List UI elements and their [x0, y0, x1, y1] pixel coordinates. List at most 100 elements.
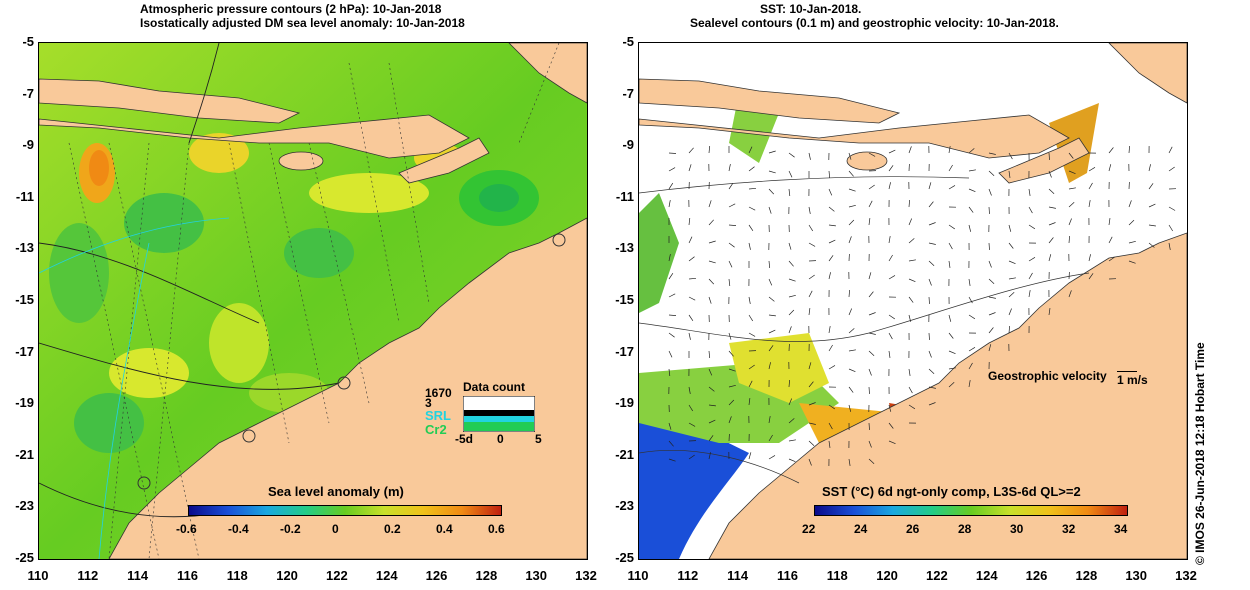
velocity-arrow	[888, 314, 895, 320]
velocity-arrow	[988, 312, 996, 316]
velocity-arrow	[768, 314, 776, 317]
velocity-arrow	[968, 224, 972, 232]
velocity-arrow	[788, 170, 793, 178]
velocity-arrow	[668, 440, 674, 447]
velocity-arrow	[748, 166, 755, 172]
velocity-arrow	[948, 314, 952, 322]
velocity-arrow	[788, 309, 795, 316]
velocity-arrow	[768, 296, 775, 302]
velocity-arrow	[888, 236, 891, 244]
velocity-arrow	[668, 314, 677, 316]
y-tick-label: -9	[22, 137, 34, 153]
imos-footer-note: © IMOS 26-Jun-2018 12:18 Hobart Time	[1193, 342, 1207, 565]
velocity-arrow	[848, 219, 855, 226]
x-tick-label: 132	[575, 568, 597, 583]
velocity-arrow	[908, 386, 913, 394]
velocity-arrow	[828, 440, 831, 448]
velocity-arrow	[748, 187, 757, 190]
velocity-arrow-icon	[1117, 371, 1137, 372]
velocity-arrow	[788, 398, 793, 406]
legend-max-label: 1670	[425, 386, 452, 400]
velocity-arrow	[768, 278, 773, 286]
velocity-arrow	[728, 183, 734, 190]
velocity-arrow	[1168, 206, 1176, 211]
legend-series-srl: SRL	[425, 408, 451, 423]
x-tick-label: 122	[326, 568, 348, 583]
velocity-arrow	[1088, 273, 1094, 280]
velocity-arrow	[768, 206, 772, 214]
velocity-arrow	[868, 312, 876, 316]
velocity-arrow	[688, 296, 696, 301]
velocity-arrow	[1008, 325, 1010, 334]
velocity-arrow	[988, 170, 995, 177]
velocity-arrow	[668, 350, 673, 358]
velocity-arrow	[788, 418, 795, 424]
x-tick-label: 118	[226, 568, 248, 583]
legend-axis-mid: 0	[497, 432, 504, 446]
velocity-arrow	[868, 458, 875, 465]
velocity-arrow	[768, 170, 776, 174]
sst-land-areas	[639, 43, 1187, 559]
y-tick-label: -5	[622, 34, 634, 49]
velocity-arrow	[808, 242, 816, 247]
velocity-arrow	[768, 150, 776, 154]
velocity-arrow	[748, 364, 755, 370]
velocity-arrow	[948, 350, 956, 355]
sst-map	[638, 42, 1188, 560]
velocity-arrow	[708, 278, 715, 285]
velocity-arrow	[848, 204, 856, 208]
velocity-arrow	[788, 242, 792, 250]
velocity-arrow	[948, 367, 956, 370]
velocity-label: Geostrophic velocity	[988, 369, 1107, 383]
velocity-arrow	[1108, 218, 1111, 226]
y-tick-label: -17	[15, 343, 34, 359]
velocity-arrow	[848, 289, 850, 298]
velocity-arrow	[928, 222, 936, 226]
velocity-arrow	[668, 332, 675, 338]
velocity-arrow	[728, 332, 732, 340]
velocity-arrow	[828, 206, 835, 212]
velocity-arrow	[888, 165, 894, 172]
velocity-arrow	[1148, 242, 1155, 248]
velocity-arrow	[708, 260, 716, 264]
velocity-arrow	[788, 152, 795, 158]
colorbar-tick-label: 32	[1062, 522, 1076, 536]
colorbar-tick-label: 24	[854, 522, 868, 536]
data-count-legend: 1670 3 Data count SRL Cr2 -5d 0 5	[425, 380, 545, 450]
velocity-arrow	[728, 164, 731, 172]
velocity-arrow	[728, 350, 734, 357]
velocity-arrow	[988, 206, 990, 215]
velocity-arrow	[708, 296, 712, 304]
velocity-arrow	[928, 368, 935, 375]
velocity-arrow	[848, 404, 852, 412]
velocity-arrow	[808, 206, 811, 214]
velocity-arrow	[808, 458, 812, 466]
right-colorbar-title: SST (°C) 6d ngt-only comp, L3S-6d QL>=2	[822, 484, 1081, 499]
velocity-arrow	[1008, 308, 1012, 316]
velocity-arrow	[868, 152, 876, 157]
velocity-arrow	[948, 332, 954, 339]
velocity-arrow	[668, 293, 676, 298]
colorbar-tick-label: 30	[1010, 522, 1024, 536]
y-tick-label: -19	[15, 395, 34, 411]
velocity-arrow	[1088, 167, 1096, 172]
velocity-arrow	[868, 368, 872, 376]
velocity-arrow	[668, 167, 676, 172]
velocity-arrow	[708, 452, 711, 460]
velocity-arrow	[748, 332, 756, 337]
x-tick-label: 122	[926, 568, 948, 583]
velocity-arrow	[1168, 166, 1175, 172]
y-tick-label: -13	[615, 240, 634, 256]
velocity-arrow	[828, 239, 836, 244]
velocity-arrow	[928, 350, 932, 358]
velocity-arrow	[728, 368, 736, 372]
velocity-arrow	[728, 260, 733, 268]
geostrophic-velocity-arrows	[668, 145, 1177, 467]
colorbar-tick-label: 34	[1114, 522, 1128, 536]
velocity-arrow	[948, 164, 953, 172]
velocity-arrow	[848, 152, 852, 160]
velocity-arrow	[668, 368, 671, 377]
velocity-arrow	[1008, 152, 1013, 160]
x-tick-label: 116	[176, 568, 198, 583]
right-colorbar-ticks: 22 24 26 28 30 32 34	[802, 522, 1128, 538]
